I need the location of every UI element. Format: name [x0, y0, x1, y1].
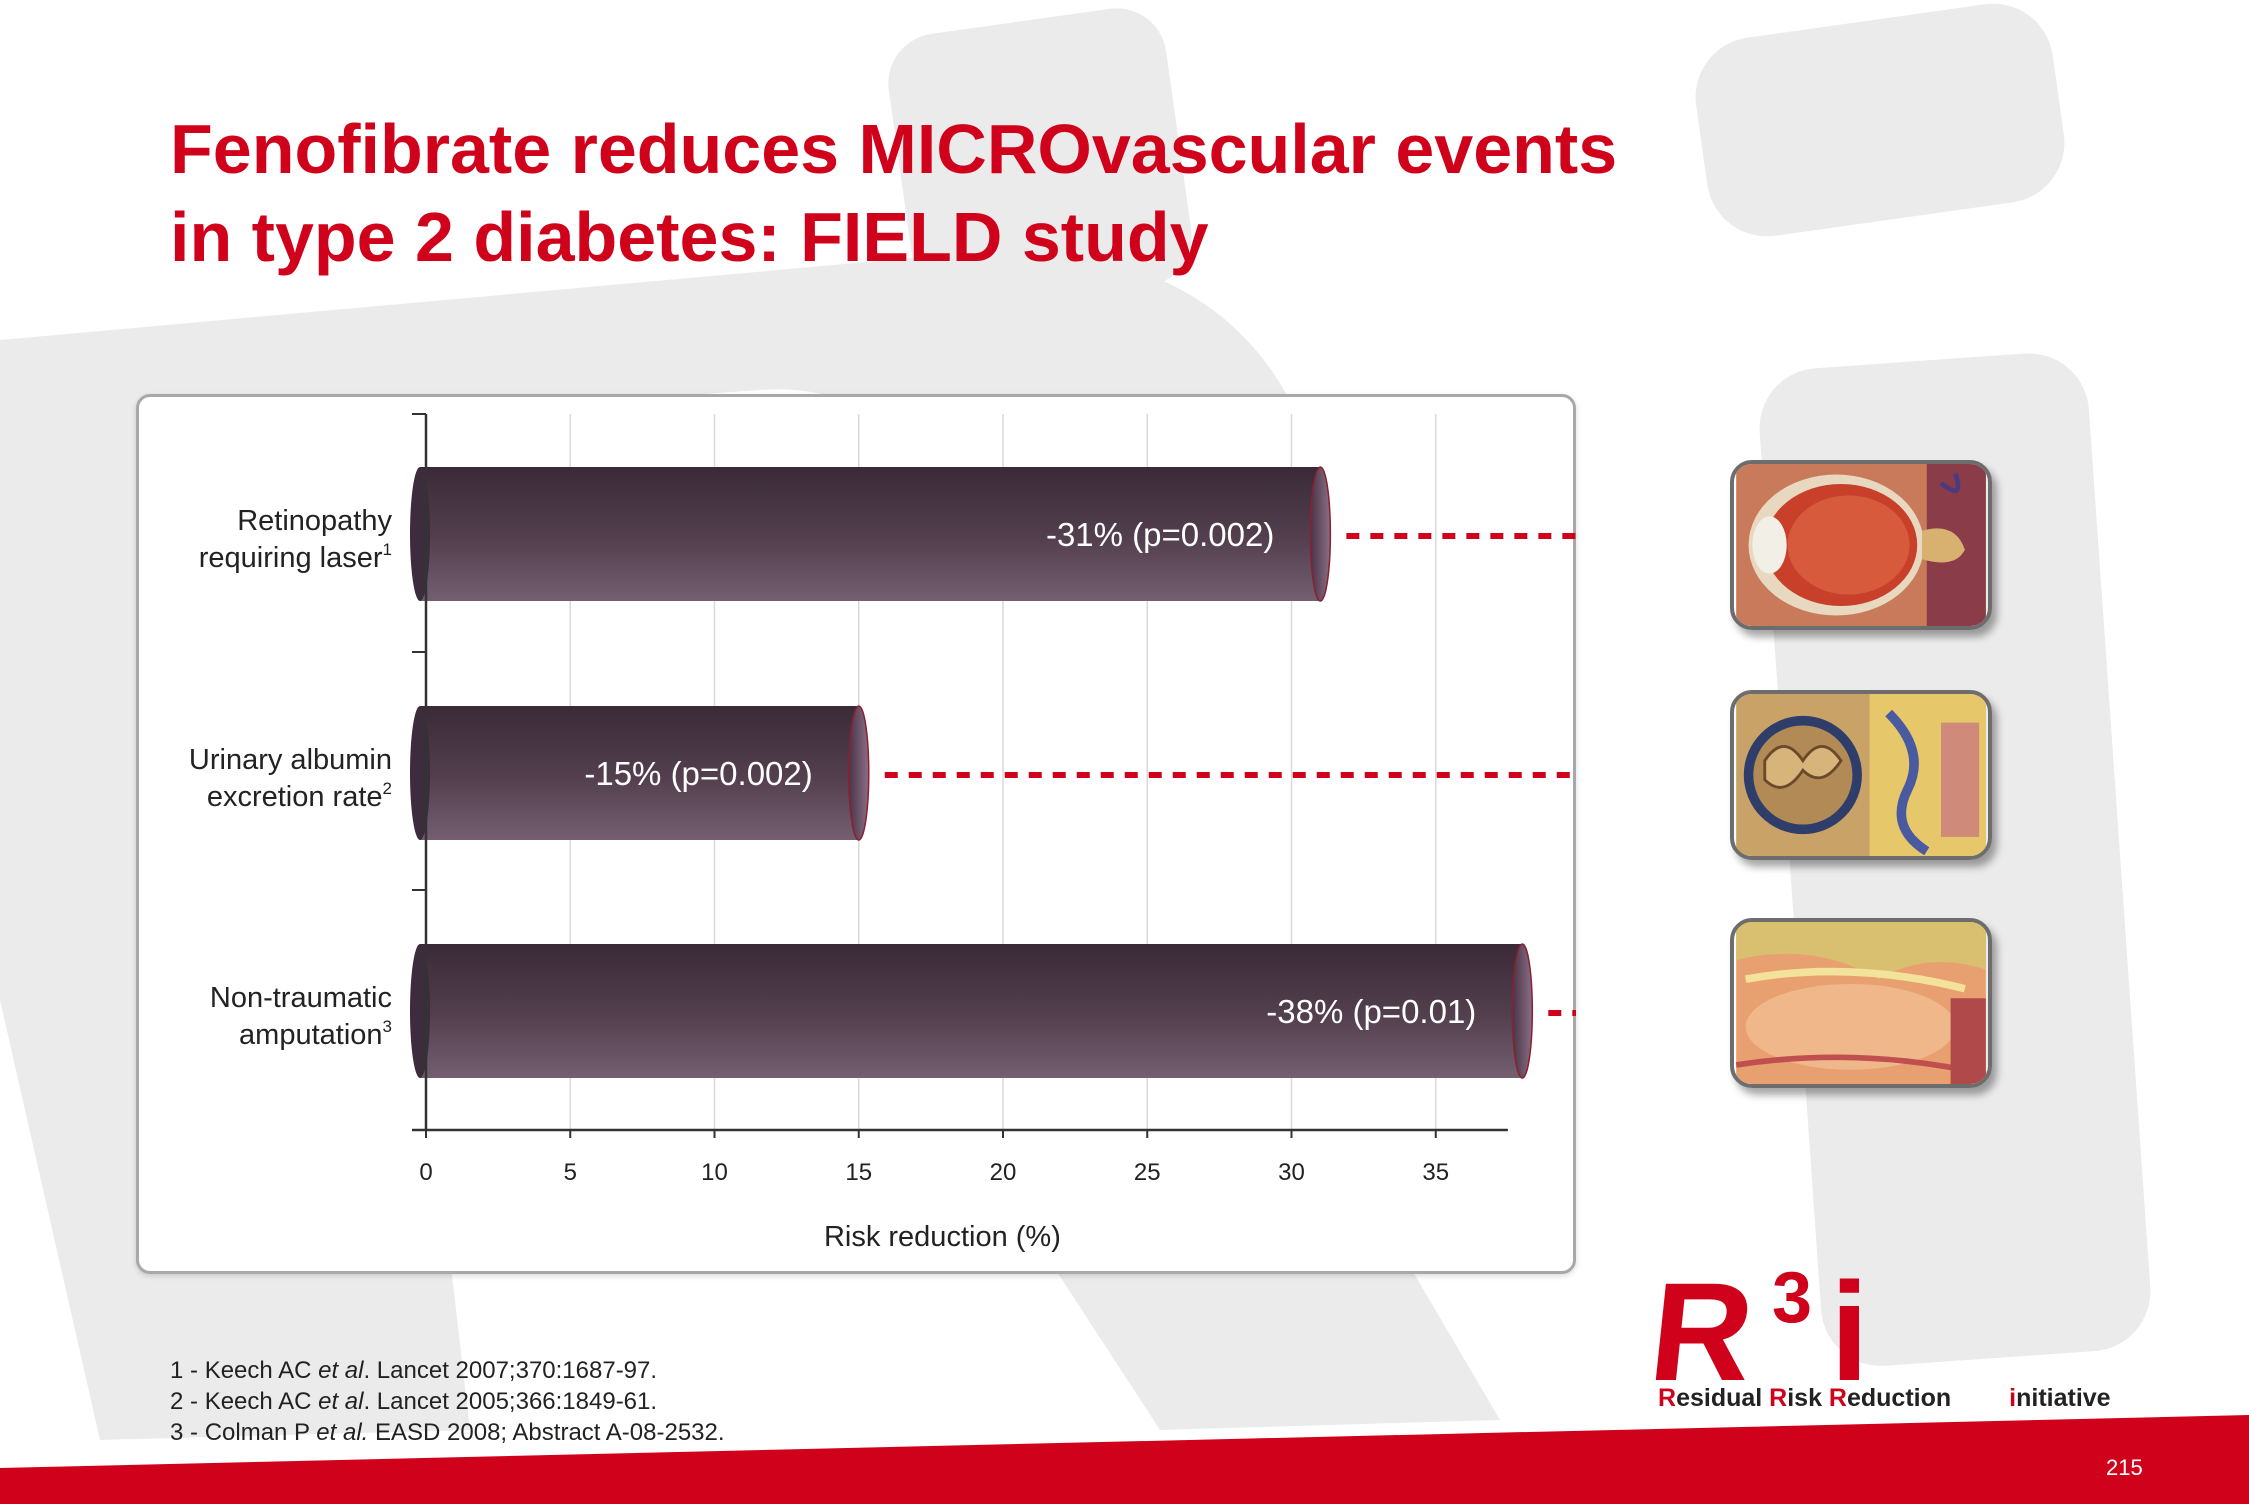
reference-2: 2 - Keech AC et al. Lancet 2005;366:1849…	[170, 1388, 658, 1415]
bar-group: -15% (p=0.002)	[410, 705, 870, 841]
bar-group: -31% (p=0.002)	[410, 466, 1332, 602]
x-tick-label: 25	[1134, 1159, 1161, 1186]
logo-i: i	[1830, 1270, 1869, 1410]
category-label: Retinopathy	[237, 505, 392, 537]
data-label: -15% (p=0.002)	[584, 755, 812, 792]
category-label: excretion rate2	[207, 779, 392, 813]
category-label: amputation3	[239, 1017, 392, 1051]
bar	[420, 467, 1321, 601]
blood-vessel-anatomy-icon	[1735, 922, 1987, 1084]
arrows	[884, 533, 1576, 1016]
reference-1: 1 - Keech AC et al. Lancet 2007;370:1687…	[170, 1357, 658, 1384]
bar-end-cap	[1511, 943, 1534, 1079]
data-label: -38% (p=0.01)	[1266, 993, 1476, 1030]
data-label: -31% (p=0.002)	[1046, 516, 1274, 553]
category-label: Urinary albumin	[189, 744, 392, 776]
slide-title: Fenofibrate reduces MICROvascular events…	[170, 105, 1950, 281]
x-tick-label: 20	[990, 1159, 1017, 1186]
x-tick-label: 0	[419, 1159, 432, 1186]
bar-chart: -31% (p=0.002) -15% (p=0.002) -38% (p=0.01…	[189, 413, 1576, 1253]
footer-band	[0, 1415, 2249, 1504]
bar	[420, 706, 859, 840]
x-tick-label: 30	[1278, 1159, 1305, 1186]
eye-anatomy-icon	[1736, 464, 1986, 626]
x-tick-label: 35	[1422, 1159, 1449, 1186]
references: 1 - Keech AC et al. Lancet 2007;370:1687…	[170, 1355, 970, 1448]
thumbnail-vessel	[1730, 918, 1992, 1088]
category-label: requiring laser1	[199, 540, 392, 574]
title-line-1: Fenofibrate reduces MICROvascular events	[170, 110, 1618, 188]
title-line-2: in type 2 diabetes: FIELD study	[170, 198, 1209, 276]
logo-sup: 3	[1772, 1270, 1812, 1338]
axes: 0 5 10 15 20 25 30 35 Risk reduction (%) Retinopa…	[189, 413, 1508, 1253]
bar-group: -38% (p=0.01)	[410, 943, 1534, 1079]
bars: -31% (p=0.002) -15% (p=0.002) -38% (p=0.01…	[410, 466, 1534, 1079]
bar	[420, 944, 1523, 1078]
x-tick-label: 15	[845, 1159, 872, 1186]
page-number: 215	[2106, 1455, 2143, 1480]
bar-end-cap	[848, 705, 870, 841]
reference-3: 3 - Colman P et al. EASD 2008; Abstract …	[170, 1419, 725, 1446]
category-label: Non-traumatic	[210, 982, 392, 1014]
thumbnail-eye	[1730, 460, 1992, 630]
logo-tagline: Residual Risk Reduction initiative	[1658, 1384, 2111, 1412]
x-tick-label: 5	[564, 1159, 577, 1186]
r3i-logo: R 3 i	[1650, 1270, 1869, 1410]
x-axis-label: Risk reduction (%)	[824, 1221, 1061, 1253]
bar-end-cap	[1309, 466, 1332, 602]
kidney-anatomy-icon	[1736, 694, 1986, 856]
x-tick-label: 10	[701, 1159, 728, 1186]
thumbnail-kidney	[1730, 690, 1992, 860]
logo-r: R	[1650, 1270, 1761, 1410]
